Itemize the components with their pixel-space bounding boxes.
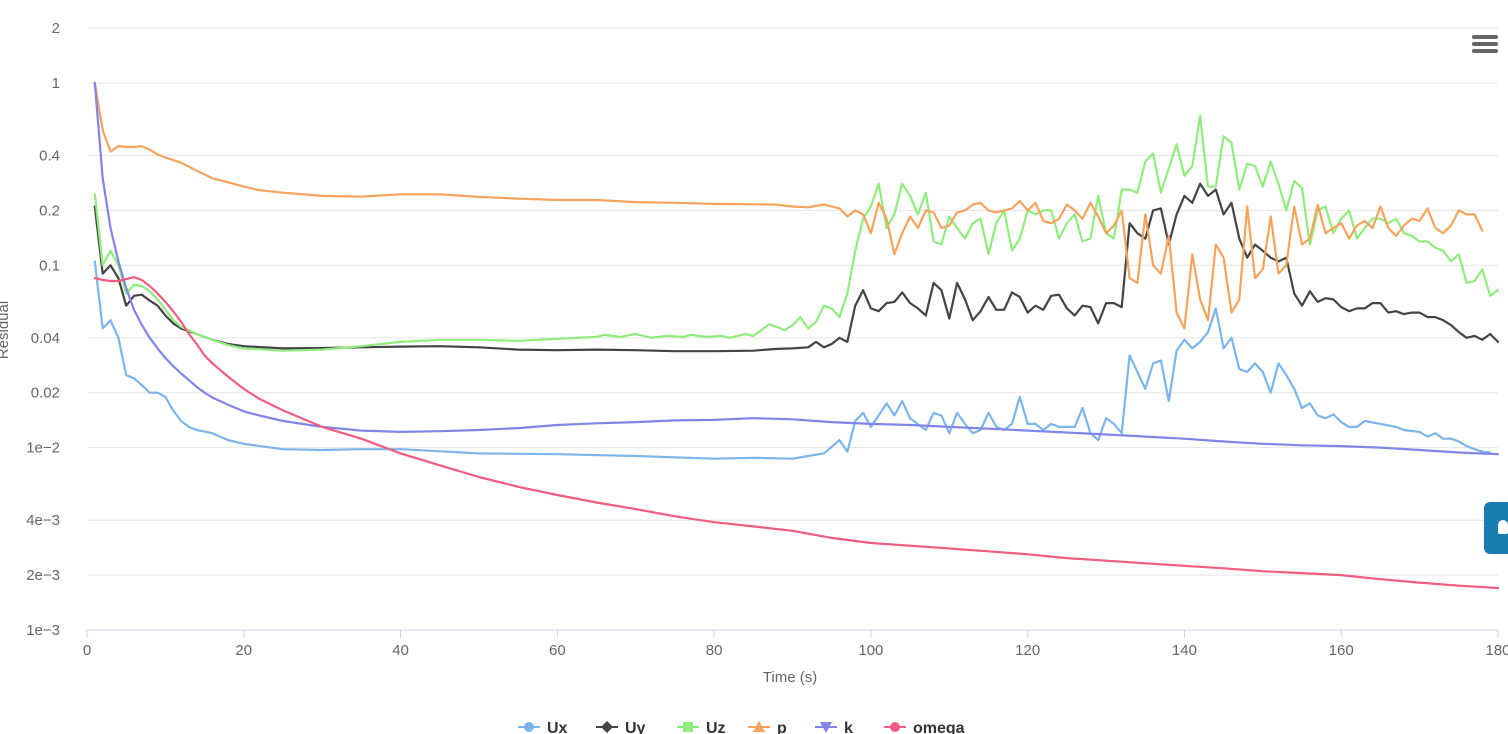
y-tick-label: 2 xyxy=(52,20,60,37)
legend: Ux Uy Uz p k omega xyxy=(518,720,965,734)
legend-marker xyxy=(753,721,765,732)
x-tick-label: 20 xyxy=(235,642,252,659)
x-tick-label: 40 xyxy=(392,642,409,659)
legend-label: Ux xyxy=(547,720,568,734)
legend-marker xyxy=(820,722,832,733)
chat-icon xyxy=(1498,520,1508,534)
series-line-k[interactable] xyxy=(93,81,1500,456)
legend-item-Ux[interactable]: Ux xyxy=(518,720,568,734)
legend-marker xyxy=(524,722,534,732)
series-line-omega[interactable] xyxy=(93,276,1500,590)
legend-label: Uy xyxy=(625,720,646,734)
x-tick-label: 140 xyxy=(1172,642,1197,659)
y-tick-label: 1 xyxy=(52,75,60,92)
series-line-Uy[interactable] xyxy=(93,182,1500,353)
legend-label: Uz xyxy=(706,720,726,734)
legend-marker xyxy=(683,722,693,732)
x-axis-title: Time (s) xyxy=(763,669,817,686)
feedback-tab[interactable] xyxy=(1484,502,1508,554)
y-tick-label: 0.02 xyxy=(31,385,60,402)
legend-item-Uy[interactable]: Uy xyxy=(596,720,646,734)
y-tick-label: 0.4 xyxy=(39,147,60,164)
x-tick-label: 80 xyxy=(706,642,723,659)
x-tick-label: 180 xyxy=(1485,642,1508,659)
x-tick-label: 0 xyxy=(83,642,91,659)
legend-item-Uz[interactable]: Uz xyxy=(677,720,726,734)
legend-item-p[interactable]: p xyxy=(748,720,787,734)
x-tick-label: 60 xyxy=(549,642,566,659)
legend-item-k[interactable]: k xyxy=(815,720,853,734)
y-tick-label: 2e−3 xyxy=(26,567,60,584)
legend-item-omega[interactable]: omega xyxy=(884,720,965,734)
x-tick-label: 120 xyxy=(1015,642,1040,659)
series-line-p[interactable] xyxy=(93,81,1484,330)
grid-lines xyxy=(87,27,1498,576)
y-tick-label: 0.04 xyxy=(31,330,60,347)
series-line-Ux[interactable] xyxy=(93,260,1492,460)
legend-marker xyxy=(890,722,900,732)
x-tick-labels: 0 20 40 60 80 100 120 140 160 180 xyxy=(83,630,1508,659)
y-tick-label: 0.1 xyxy=(39,257,60,274)
y-tick-label: 4e−3 xyxy=(26,512,60,529)
series-lines xyxy=(93,81,1500,590)
legend-label: p xyxy=(777,720,787,734)
legend-label: k xyxy=(844,720,853,734)
legend-marker xyxy=(601,721,613,733)
y-tick-label: 1e−2 xyxy=(26,440,60,457)
y-tick-labels: 2 1 0.4 0.2 0.1 0.04 0.02 1e−2 4e−3 2e−3 1e−3 xyxy=(26,20,60,639)
x-tick-label: 160 xyxy=(1329,642,1354,659)
y-tick-label: 0.2 xyxy=(39,202,60,219)
hamburger-menu-icon[interactable] xyxy=(1472,35,1498,53)
y-tick-label: 1e−3 xyxy=(26,622,60,639)
y-axis-title: Residual xyxy=(0,301,12,359)
series-line-Uz[interactable] xyxy=(93,114,1500,352)
x-tick-label: 100 xyxy=(858,642,883,659)
legend-label: omega xyxy=(913,720,965,734)
